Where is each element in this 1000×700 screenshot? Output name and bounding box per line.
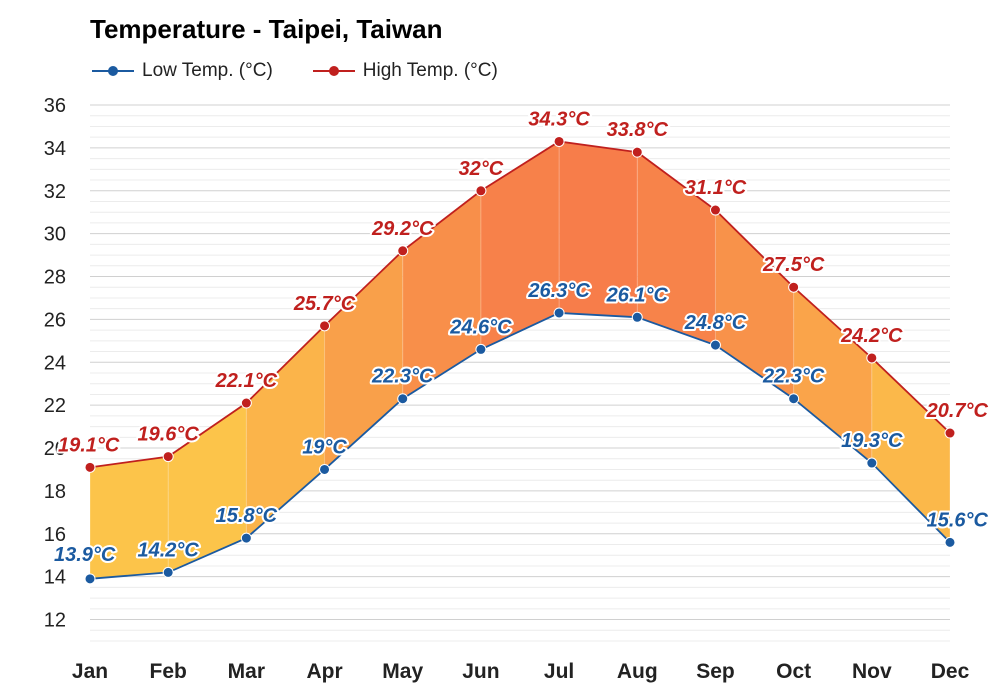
legend: Low Temp. (°C) High Temp. (°C)	[92, 60, 498, 82]
x-tick-label: Feb	[150, 660, 187, 683]
x-tick-label: Nov	[852, 660, 892, 683]
low-temp-label: 24.6°C	[449, 316, 512, 338]
low-temp-label: 14.2°C	[137, 539, 199, 561]
legend-item-high[interactable]: High Temp. (°C)	[312, 60, 498, 82]
high-temp-label: 19.1°C	[58, 434, 120, 456]
low-temp-label: 22.3°C	[762, 366, 825, 388]
high-temp-label: 31.1°C	[685, 177, 747, 199]
low-temp-label: 26.3°C	[527, 280, 590, 302]
y-tick-label: 30	[44, 224, 66, 246]
high-temp-point	[788, 281, 800, 293]
high-temp-point	[475, 185, 487, 197]
x-tick-label: Dec	[931, 660, 970, 683]
x-tick-label: May	[382, 660, 423, 683]
high-temp-point	[319, 320, 331, 332]
low-temp-point	[866, 457, 878, 469]
low-temp-point	[788, 393, 800, 405]
low-temp-label: 26.1°C	[606, 284, 669, 306]
high-temp-point	[162, 451, 174, 463]
high-temp-point	[553, 135, 565, 147]
low-temp-label: 19°C	[302, 436, 347, 458]
high-temp-label: 19.6°C	[137, 424, 199, 446]
high-temp-line	[89, 140, 951, 469]
high-temp-label: 24.2°C	[840, 325, 903, 347]
x-tick-label: Mar	[228, 660, 265, 683]
y-tick-label: 16	[44, 524, 66, 546]
legend-low-swatch	[92, 63, 134, 79]
range-area-segment	[324, 250, 403, 470]
x-tick-label: Oct	[776, 660, 811, 683]
low-temp-label: 24.8°C	[684, 312, 747, 334]
high-temp-point	[84, 461, 96, 473]
x-tick-label: Jul	[544, 660, 574, 683]
high-temp-point	[944, 427, 956, 439]
range-area-segment	[715, 210, 794, 399]
low-temp-label: 19.3°C	[841, 430, 903, 452]
low-temp-point	[709, 339, 721, 351]
range-area-segment	[90, 456, 169, 579]
chart-title: Temperature - Taipei, Taiwan	[90, 14, 443, 44]
low-temp-point	[84, 573, 96, 585]
low-temp-point	[240, 532, 252, 544]
high-temp-point	[866, 352, 878, 364]
y-tick-label: 14	[44, 567, 66, 589]
y-tick-label: 26	[44, 309, 66, 331]
low-temp-label: 13.9°C	[54, 544, 116, 566]
x-tick-label: Sep	[696, 660, 735, 683]
range-area-segment	[559, 141, 638, 318]
low-temp-point	[631, 311, 643, 323]
low-temp-point	[475, 343, 487, 355]
range-area-segment	[637, 152, 716, 346]
high-temp-label: 34.3°C	[528, 108, 590, 130]
high-temp-label: 25.7°C	[293, 293, 356, 315]
low-temp-line	[89, 312, 951, 580]
y-tick-label: 20	[44, 438, 66, 460]
range-area-segment	[402, 190, 481, 399]
low-temp-label: 15.8°C	[216, 505, 278, 527]
high-temp-label: 33.8°C	[607, 119, 669, 141]
low-temp-point	[944, 536, 956, 548]
high-temp-label: 20.7°C	[926, 400, 989, 422]
high-temp-label: 22.1°C	[215, 370, 278, 392]
low-temp-point	[162, 566, 174, 578]
range-area-segment	[480, 141, 560, 350]
high-temp-point	[397, 245, 409, 257]
range-area-segment	[246, 325, 325, 539]
legend-high-swatch	[312, 63, 355, 79]
low-temp-label: 22.3°C	[371, 366, 434, 388]
range-area-segment	[793, 287, 872, 464]
high-temp-label: 32°C	[459, 158, 504, 180]
range-area-segment	[168, 403, 247, 573]
y-tick-label: 34	[44, 138, 66, 160]
x-tick-label: Jan	[72, 660, 108, 683]
high-temp-point	[631, 146, 643, 158]
y-tick-label: 32	[44, 181, 66, 203]
high-temp-point	[240, 397, 252, 409]
y-tick-label: 28	[44, 267, 66, 289]
high-temp-point	[709, 204, 721, 216]
low-temp-point	[397, 393, 409, 405]
high-temp-label: 29.2°C	[371, 218, 434, 240]
x-tick-label: Aug	[617, 660, 658, 683]
x-tick-label: Jun	[462, 660, 499, 683]
low-temp-label: 15.6°C	[927, 509, 989, 531]
high-temp-label: 27.5°C	[762, 254, 825, 276]
y-tick-label: 18	[44, 481, 66, 503]
y-tick-label: 12	[44, 610, 66, 632]
y-tick-label: 36	[44, 95, 66, 117]
low-temp-point	[553, 307, 565, 319]
x-tick-label: Apr	[306, 660, 342, 683]
range-area-segment	[871, 357, 950, 543]
legend-item-low[interactable]: Low Temp. (°C)	[92, 60, 273, 82]
legend-high-label: High Temp. (°C)	[362, 60, 498, 81]
low-temp-point	[319, 463, 331, 475]
y-tick-label: 24	[44, 352, 66, 374]
legend-low-label: Low Temp. (°C)	[142, 60, 273, 81]
y-tick-label: 22	[44, 395, 66, 417]
